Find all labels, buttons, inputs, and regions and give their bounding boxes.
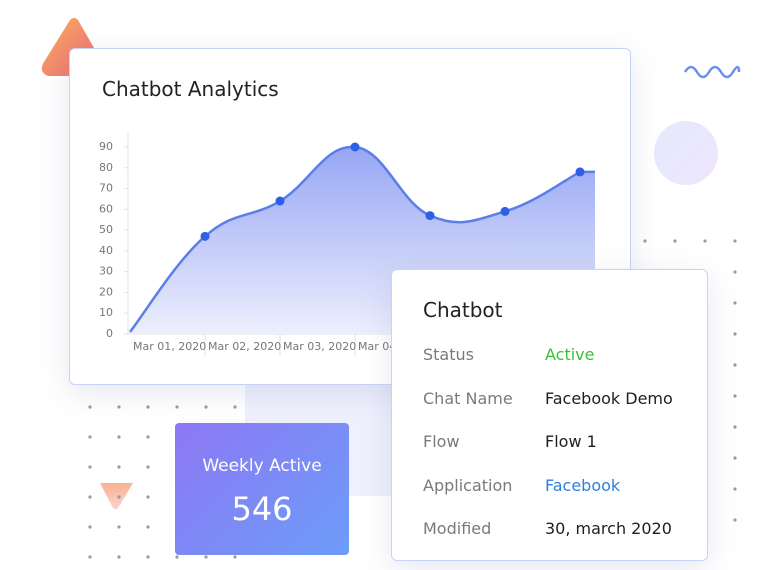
dot [117,555,121,559]
y-tick-label: 50 [99,223,113,236]
dot [146,465,150,469]
y-tick-label: 80 [99,161,113,174]
dot [733,301,737,305]
weekly-label: Weekly Active [202,456,322,476]
row-label: Status [423,345,474,364]
dot [146,495,150,499]
wave-deco [683,65,741,79]
dot [733,363,737,367]
point [575,167,585,177]
point [500,206,510,216]
dot [146,435,150,439]
row-label: Application [423,475,513,495]
dot [175,405,179,409]
dot [146,525,150,529]
point [425,211,435,221]
dot [233,405,237,409]
dot [88,555,92,559]
y-tick-label: 20 [99,285,113,298]
row-value: 30, march 2020 [545,519,672,538]
y-tick-label: 10 [99,306,113,319]
card-title: Chatbot [423,298,503,322]
dot [733,518,737,522]
dot [733,239,737,243]
dot [703,239,707,243]
dot [88,435,92,439]
dot [117,405,121,409]
dot [88,465,92,469]
dot [233,555,237,559]
point [350,142,360,152]
dot [733,456,737,460]
dot [733,332,737,336]
y-tick-label: 30 [99,265,113,278]
y-tick-label: 60 [99,202,113,215]
dot [88,525,92,529]
weekly-active-card: Weekly Active 546 [175,423,349,555]
y-tick-label: 90 [99,140,113,153]
dot [673,239,677,243]
y-tick-label: 0 [106,327,113,340]
card-title: Chatbot Analytics [102,77,279,101]
x-tick-label: Mar 03, 2020 [283,340,356,353]
dot [146,405,150,409]
chatbot-card: Chatbot Status Active Chat Name Facebook De… [391,269,708,561]
row-value: Flow 1 [545,432,597,451]
row-value: Active [545,345,595,364]
row-label: Modified [423,519,492,538]
dot [117,435,121,439]
dot [117,495,121,499]
dot [733,394,737,398]
weekly-value: 546 [231,490,293,528]
x-tick-label: Mar 02, 2020 [208,340,281,353]
point [275,196,285,206]
dot [88,495,92,499]
y-tick-label: 40 [99,244,113,257]
row-value[interactable]: Facebook [545,475,621,495]
dot [117,525,121,529]
dot [117,465,121,469]
point [200,231,210,241]
dot [146,555,150,559]
row-label: Chat Name [423,388,513,408]
dot [204,405,208,409]
circle-deco [654,121,718,185]
dot [733,270,737,274]
dot [88,405,92,409]
dot [733,425,737,429]
small-triangle-deco [100,483,133,510]
dot [733,487,737,491]
x-tick-label: Mar 01, 2020 [133,340,206,353]
dot [643,239,647,243]
row-value: Facebook Demo [545,388,673,408]
dot [204,555,208,559]
dot [175,555,179,559]
row-label: Flow [423,432,460,451]
y-tick-label: 70 [99,182,113,195]
